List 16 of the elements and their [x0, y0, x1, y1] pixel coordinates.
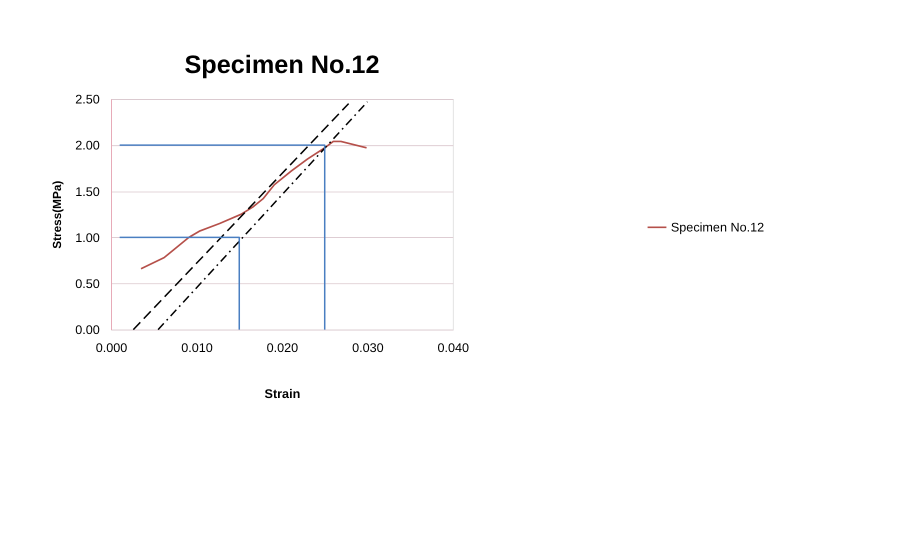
- y-axis-title: Stress(MPa): [50, 180, 64, 249]
- x-tick-label: 0.020: [266, 340, 298, 355]
- y-tick-label: 1.00: [75, 230, 100, 245]
- x-tick-label: 0.030: [352, 340, 384, 355]
- y-tick-label: 0.50: [75, 277, 100, 292]
- x-axis-title: Strain: [264, 387, 300, 402]
- x-tick-label: 0.000: [96, 340, 128, 355]
- x-tick-label: 0.010: [181, 340, 213, 355]
- y-tick-label: 2.00: [75, 138, 100, 153]
- x-tick-label: 0.040: [438, 340, 470, 355]
- legend-label: Specimen No.12: [670, 220, 764, 235]
- y-tick-label: 1.50: [75, 184, 100, 199]
- y-tick-label: 0.00: [75, 323, 100, 338]
- line-series: [140, 140, 368, 270]
- chart-title: Specimen No.12: [184, 50, 380, 79]
- y-tick-label: 2.50: [75, 92, 100, 107]
